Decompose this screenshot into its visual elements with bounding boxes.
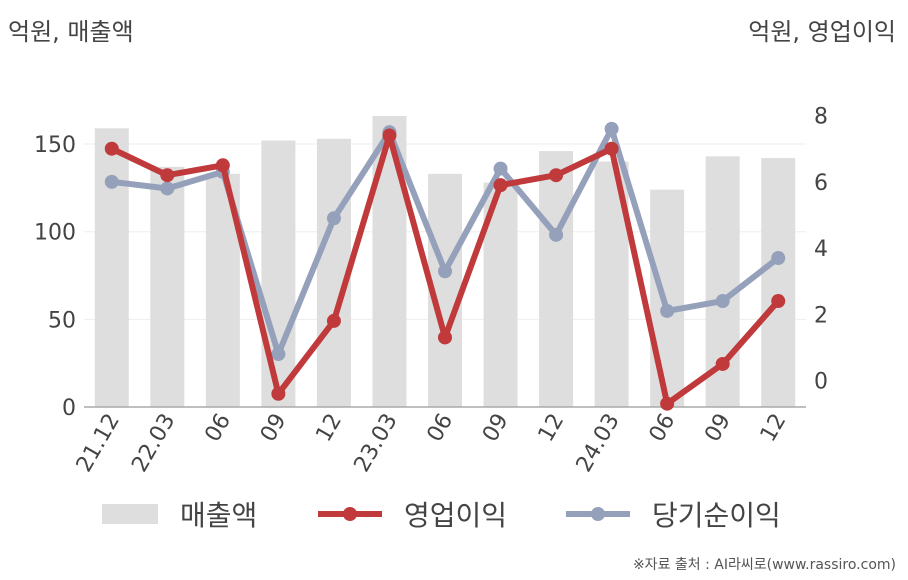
net-income-point xyxy=(604,121,619,136)
net-income-point xyxy=(271,347,286,362)
revenue-bar xyxy=(261,140,296,407)
legend-swatch-net-income xyxy=(566,504,630,524)
left-tick-label: 0 xyxy=(62,396,76,421)
operating-income-point xyxy=(715,356,730,371)
revenue-bar xyxy=(94,128,129,407)
legend-swatch-revenue xyxy=(102,504,158,524)
x-tick-label: 09 xyxy=(256,410,292,447)
x-tick-label: 06 xyxy=(423,410,459,447)
right-tick-label: 2 xyxy=(814,303,828,328)
x-tick-label: 12 xyxy=(311,410,347,447)
source-note: ※자료 출처 : AI라씨로(www.rassiro.com) xyxy=(632,557,896,573)
x-tick-label: 12 xyxy=(756,410,792,447)
net-income-point xyxy=(549,227,564,242)
right-tick-label: 6 xyxy=(814,171,828,196)
line-series xyxy=(104,121,786,411)
net-income-point xyxy=(493,161,508,176)
legend: 매출액 영업이익 당기순이익 xyxy=(0,492,908,536)
right-tick-label: 4 xyxy=(814,237,828,262)
operating-income-point xyxy=(215,158,230,173)
operating-income-point xyxy=(438,330,452,345)
left-tick-label: 50 xyxy=(48,308,76,333)
legend-label-operating-income: 영업이익 xyxy=(404,499,508,532)
legend-item-revenue: 매출액 xyxy=(102,492,257,536)
operating-income-point xyxy=(660,396,675,411)
net-income-point xyxy=(438,264,452,279)
legend-label-revenue: 매출액 xyxy=(180,499,258,532)
legend-item-net-income: 당기순이익 xyxy=(566,492,781,536)
net-income-point xyxy=(160,181,175,196)
operating-income-point xyxy=(771,294,786,309)
x-tick-label: 06 xyxy=(200,410,236,447)
operating-income-point xyxy=(382,128,397,143)
revenue-bar xyxy=(150,166,185,407)
legend-item-operating-income: 영업이익 xyxy=(318,492,507,536)
x-tick-label: 21.12 xyxy=(72,410,125,477)
revenue-bar xyxy=(650,189,685,407)
right-tick-label: 8 xyxy=(814,105,828,130)
operating-income-point xyxy=(493,178,508,193)
revenue-bar xyxy=(761,158,796,407)
x-tick-label: 06 xyxy=(645,410,681,447)
x-tick-label: 09 xyxy=(700,410,736,447)
x-tick-label: 24.03 xyxy=(572,410,625,477)
operating-income-point xyxy=(271,386,286,401)
x-tick-label: 23.03 xyxy=(350,410,403,477)
net-income-point xyxy=(660,303,675,318)
operating-income-point xyxy=(160,168,175,183)
left-tick-label: 150 xyxy=(34,133,76,158)
legend-label-net-income: 당기순이익 xyxy=(652,499,781,532)
operating-income-point xyxy=(326,313,341,328)
x-tick-label: 22.03 xyxy=(127,410,180,477)
legend-swatch-operating-income xyxy=(318,504,382,524)
net-income-point xyxy=(326,211,341,226)
operating-income-point xyxy=(604,141,619,156)
net-income-point xyxy=(715,294,730,309)
x-tick-label: 12 xyxy=(534,410,570,447)
net-income-point xyxy=(104,174,119,189)
operating-income-point xyxy=(549,168,564,183)
x-tick-label: 09 xyxy=(478,410,514,447)
right-axis-unit: 억원, 영업이익 xyxy=(748,18,896,46)
left-axis-unit: 억원, 매출액 xyxy=(8,18,134,46)
net-income-point xyxy=(771,251,786,265)
right-tick-label: 0 xyxy=(814,370,828,395)
left-tick-label: 100 xyxy=(34,221,76,246)
revenue-bar xyxy=(539,151,574,407)
operating-income-point xyxy=(104,141,119,156)
revenue-bars xyxy=(94,116,796,408)
